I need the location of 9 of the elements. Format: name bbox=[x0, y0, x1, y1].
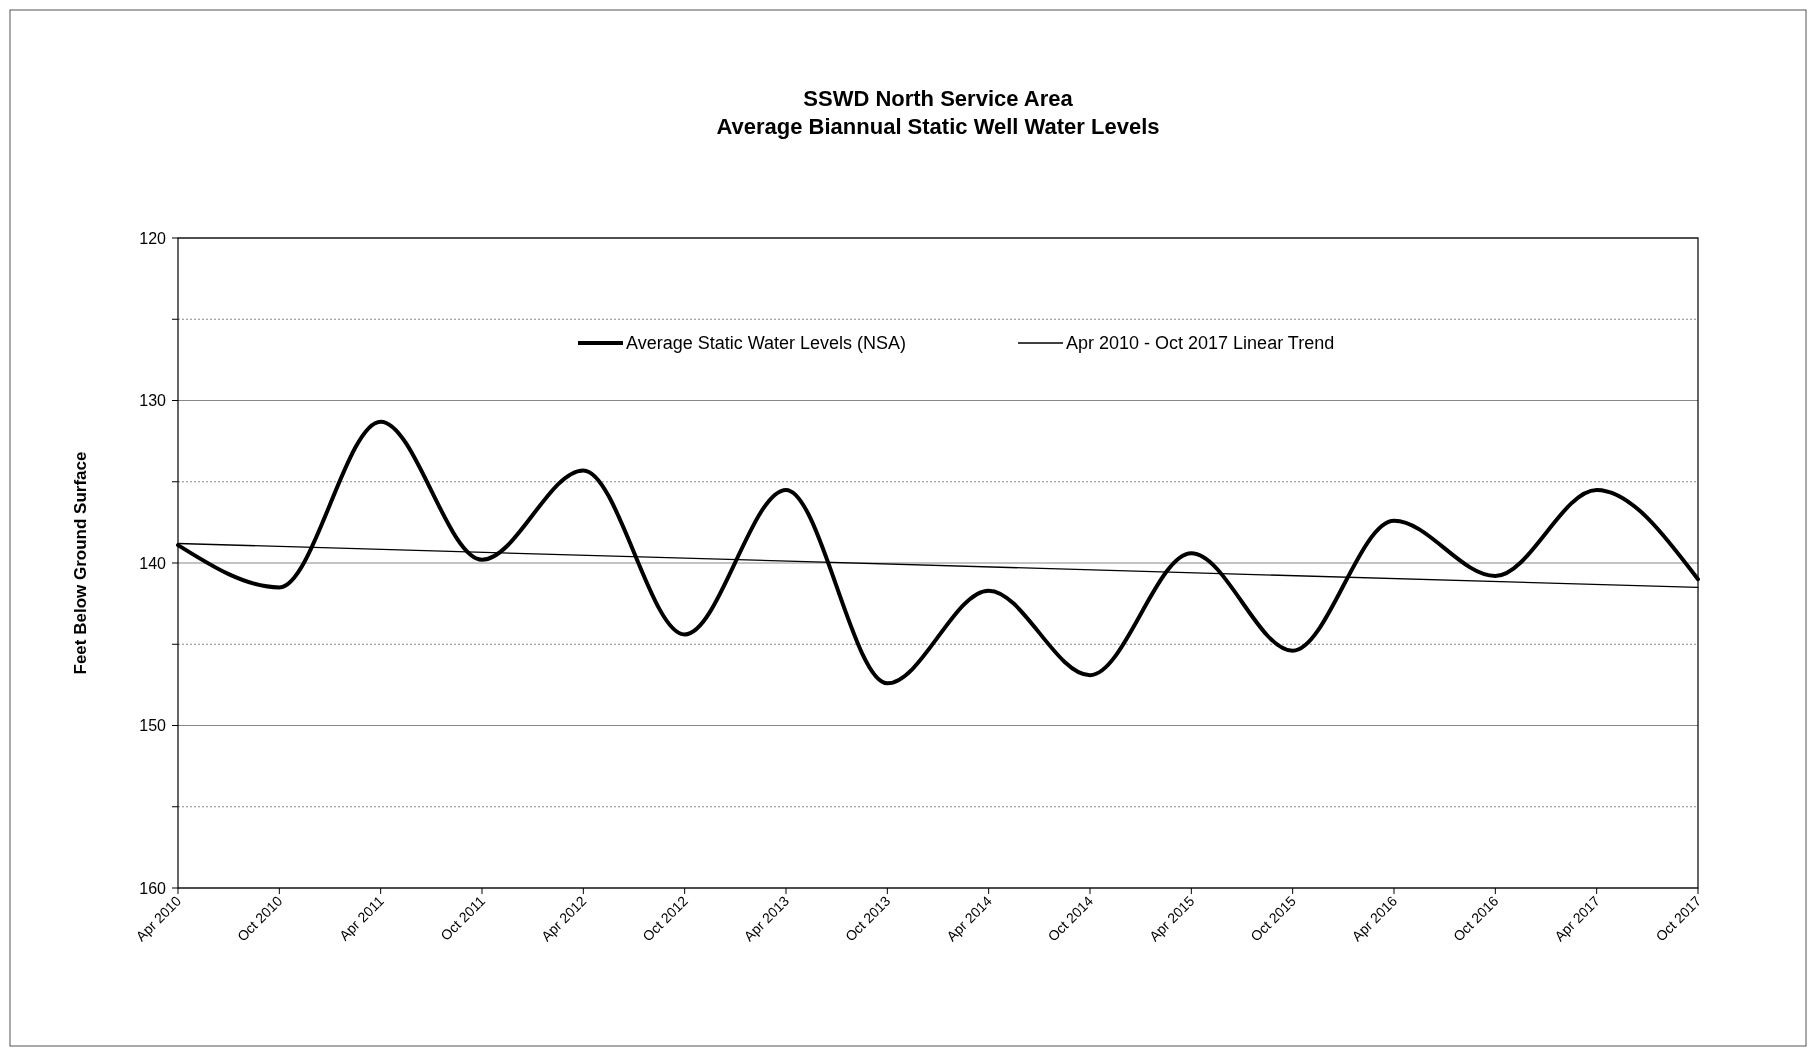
legend-label: Apr 2010 - Oct 2017 Linear Trend bbox=[1066, 333, 1335, 354]
y-tick-label: 160 bbox=[139, 879, 167, 897]
legend-label: Average Static Water Levels (NSA) bbox=[626, 333, 907, 354]
y-tick-label: 130 bbox=[139, 392, 167, 410]
y-tick-label: 150 bbox=[139, 717, 167, 735]
y-tick-label: 140 bbox=[139, 554, 167, 572]
y-axis-title: Feet Below Ground Surface bbox=[71, 451, 90, 675]
chart-title: SSWD North Service Area Average Biannual Static Well Water Levels bbox=[716, 86, 1160, 139]
y-tick-label: 120 bbox=[139, 229, 167, 247]
